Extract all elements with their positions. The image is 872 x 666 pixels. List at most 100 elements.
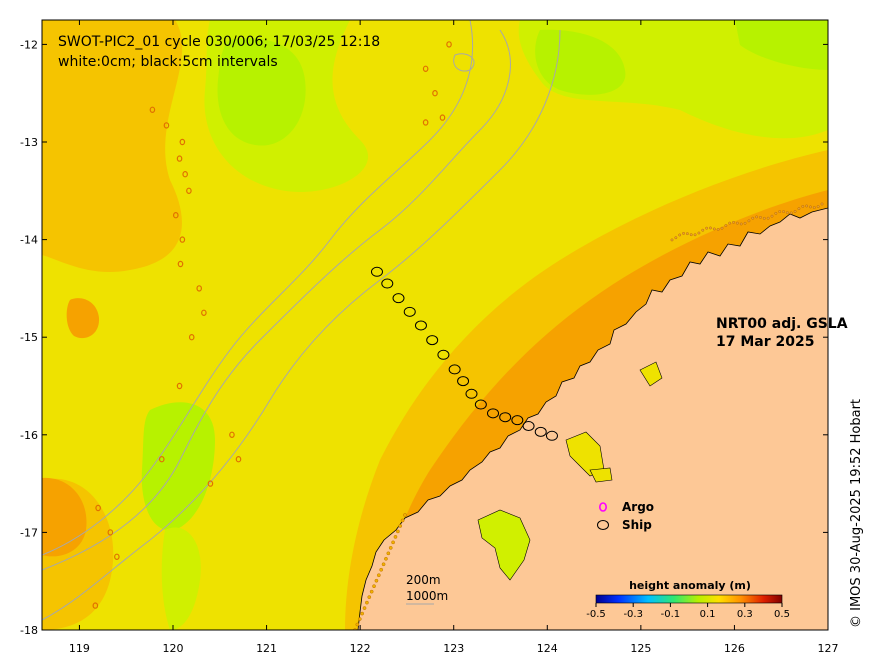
argo-legend-icon xyxy=(598,502,607,512)
coastal-dot xyxy=(812,206,816,209)
argo-marker xyxy=(179,138,186,146)
depth-label-1000m: 1000m xyxy=(406,589,448,603)
coastal-dot xyxy=(670,238,674,242)
x-tick-label: 123 xyxy=(443,642,464,655)
bathymetry-contour-scott-reef xyxy=(453,53,475,72)
coastal-dot xyxy=(735,221,739,225)
coastal-dot xyxy=(770,214,774,218)
argo-marker xyxy=(177,260,184,268)
colorbar: height anomaly (m) -0.5 -0.3 -0.1 0.1 0.3 0.5 xyxy=(586,579,790,620)
bathymetry-contour-1000m xyxy=(42,29,561,621)
ship-track xyxy=(370,266,558,441)
coastal-dot xyxy=(372,584,376,589)
king-sound xyxy=(477,509,531,581)
colorbar-tick-label: -0.1 xyxy=(661,609,681,620)
colorbar-tick-label: 0.1 xyxy=(700,609,716,620)
argo-marker xyxy=(149,106,156,113)
argo-marker xyxy=(196,285,203,292)
ship-marker xyxy=(499,412,512,423)
x-tick-label: 124 xyxy=(537,642,558,655)
coastal-dot xyxy=(674,236,678,240)
far-ne-green xyxy=(735,20,828,70)
coastal-dot xyxy=(739,222,743,226)
coastal-dot xyxy=(782,210,785,214)
coastal-dot xyxy=(689,233,693,237)
coastal-island-dots xyxy=(353,202,824,630)
coastal-dot xyxy=(743,221,747,225)
ship-marker xyxy=(414,320,427,331)
map-field xyxy=(42,20,828,630)
coastal-dot xyxy=(393,535,398,539)
y-tick-label: -12 xyxy=(20,38,38,51)
colorbar-tick-label: 0.3 xyxy=(737,609,753,620)
argo-marker xyxy=(207,480,214,487)
y-tick-label: -17 xyxy=(20,526,38,539)
x-axis: 119 120 121 122 123 124 125 126 127 xyxy=(69,20,839,655)
coastal-dot xyxy=(381,562,386,567)
coastal-dot xyxy=(365,600,369,605)
coastal-dot xyxy=(360,611,364,616)
argo-marker xyxy=(107,529,114,536)
coastal-dot xyxy=(789,211,793,215)
y-tick-label: -15 xyxy=(20,331,38,344)
coastal-dot xyxy=(362,606,367,610)
coastal-dot xyxy=(403,513,407,517)
west-orange-patch xyxy=(66,298,100,339)
ship-marker xyxy=(426,335,439,346)
small-inlet xyxy=(639,361,663,387)
y-tick-label: -13 xyxy=(20,136,38,149)
coastal-dot xyxy=(785,211,789,215)
coastal-dot xyxy=(793,210,797,213)
coastal-dot xyxy=(774,211,778,215)
coastal-dot xyxy=(369,589,374,594)
sw-orange-patch xyxy=(42,477,87,557)
ship-marker xyxy=(545,430,558,441)
product-date: 17 Mar 2025 xyxy=(716,334,814,350)
colorbar-tick-label: 0.5 xyxy=(774,609,790,620)
depth-scale: 200m 1000m xyxy=(406,573,448,605)
argo-marker xyxy=(92,602,99,609)
coastal-dot xyxy=(374,578,379,583)
argo-marker xyxy=(176,382,183,390)
coastal-dot xyxy=(682,232,685,235)
coastal-dot xyxy=(709,226,712,230)
colorbar-tick-label: -0.5 xyxy=(586,609,606,620)
coastal-dot xyxy=(751,216,755,220)
argo-marker xyxy=(182,171,188,178)
coastal-dot xyxy=(759,215,762,219)
y-axis: -12 -13 -14 -15 -16 -17 -18 xyxy=(20,38,828,637)
x-tick-label: 122 xyxy=(350,642,371,655)
coastal-dot xyxy=(384,556,388,561)
coastal-dot xyxy=(816,205,820,208)
argo-marker xyxy=(446,41,452,48)
coastal-dot xyxy=(678,233,682,237)
coastal-dot xyxy=(398,524,403,528)
y-tick-label: -16 xyxy=(20,429,38,442)
coastal-dot xyxy=(805,204,809,208)
x-tick-label: 125 xyxy=(630,642,651,655)
argo-floats xyxy=(92,41,452,609)
northeast-green-core xyxy=(535,29,626,95)
title-line-1: SWOT-PIC2_01 cycle 030/006; 17/03/25 12:… xyxy=(58,34,380,50)
ship-marker xyxy=(511,415,524,426)
marker-legend: Argo Ship xyxy=(597,500,654,532)
argo-marker xyxy=(229,431,235,438)
argo-marker xyxy=(422,65,429,73)
coastal-dot xyxy=(693,233,697,237)
bathymetry-contour-shelf xyxy=(42,20,474,556)
small-inlet-2 xyxy=(589,467,613,483)
ship-marker xyxy=(437,349,450,360)
coastal-dot xyxy=(766,216,770,220)
coastal-dot xyxy=(801,205,805,208)
coastal-dot xyxy=(747,219,751,223)
coastal-dot xyxy=(705,226,709,230)
coastal-dot xyxy=(697,231,701,235)
ship-marker xyxy=(534,426,547,437)
product-label: NRT00 adj. GSLA xyxy=(716,316,848,332)
coastal-dot xyxy=(728,221,732,225)
x-tick-label: 120 xyxy=(163,642,184,655)
argo-marker xyxy=(439,114,446,121)
argo-marker xyxy=(158,456,165,463)
colorbar-gradient xyxy=(595,594,783,604)
coastal-dot xyxy=(762,216,766,220)
